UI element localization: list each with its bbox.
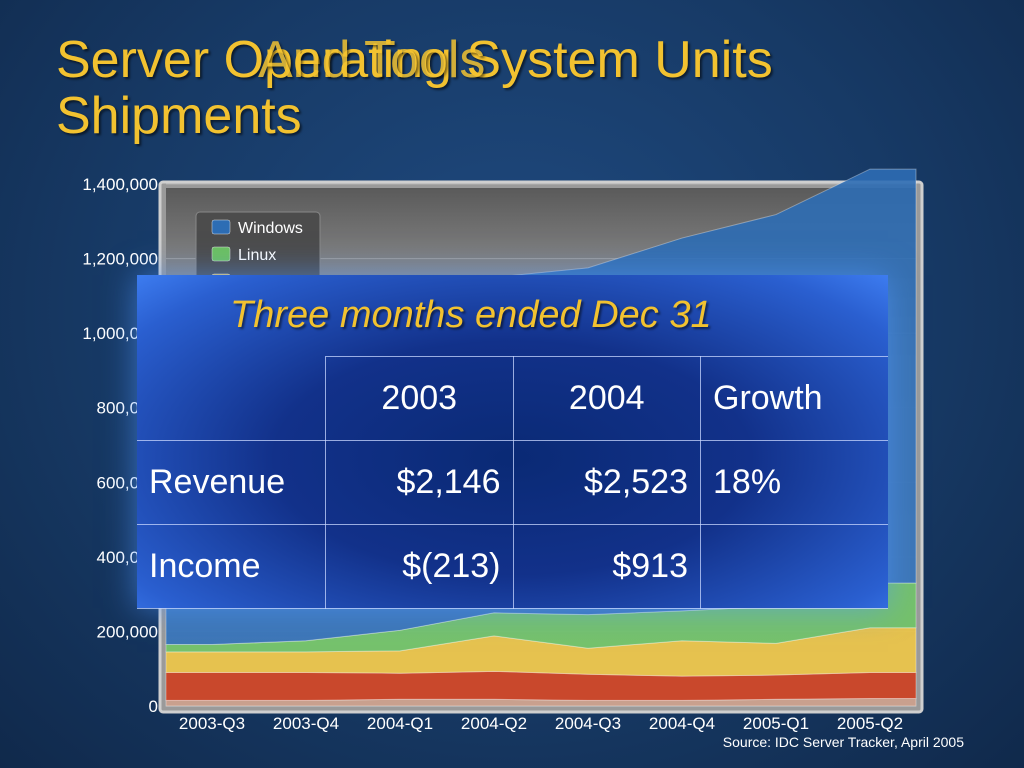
row-label-revenue: Revenue	[137, 440, 326, 525]
cell-income-growth	[700, 524, 888, 609]
x-tick-label: 2005-Q1	[743, 714, 809, 733]
table-row: Revenue $2,146 $2,523 18%	[137, 440, 888, 525]
y-tick-label: 0	[149, 697, 158, 716]
legend-swatch-windows	[211, 219, 231, 235]
slide-title-overlay: And Tools	[258, 31, 486, 89]
cell-income-2004: $913	[512, 524, 701, 609]
cell-revenue-growth: 18%	[700, 440, 888, 525]
x-tick-label: 2003-Q3	[179, 714, 245, 733]
x-tick-label: 2003-Q4	[273, 714, 339, 733]
cell-revenue-2003: $2,146	[325, 440, 514, 525]
x-axis-ticks: 2003-Q3 2003-Q4 2004-Q1 2004-Q2 2004-Q3 2004-…	[179, 714, 903, 733]
x-tick-label: 2004-Q3	[555, 714, 621, 733]
table-caption: Three months ended Dec 31	[230, 294, 712, 336]
y-tick-label: 1,200,000	[82, 250, 158, 269]
header-cell-empty	[137, 356, 326, 441]
results-table: 2003 2004 Growth Revenue $2,146 $2,523 1…	[137, 356, 888, 609]
table-row: Income $(213) $913	[137, 524, 888, 609]
x-tick-label: 2005-Q2	[837, 714, 903, 733]
slide-title: Server Operating System Units Shipments	[56, 31, 773, 145]
cell-income-2003: $(213)	[325, 524, 514, 609]
header-cell-2003: 2003	[325, 356, 514, 441]
cell-revenue-2004: $2,523	[512, 440, 701, 525]
header-cell-2004: 2004	[512, 356, 701, 441]
x-tick-label: 2004-Q2	[461, 714, 527, 733]
x-tick-label: 2004-Q4	[649, 714, 715, 733]
y-tick-label: 200,000	[97, 622, 158, 641]
area-series-netware	[165, 670, 917, 701]
y-tick-label: 1,400,000	[82, 175, 158, 194]
legend-label-windows: Windows	[238, 220, 303, 237]
legend-label-linux: Linux	[238, 247, 276, 264]
area-series-linux	[165, 582, 917, 653]
x-tick-label: 2004-Q1	[367, 714, 433, 733]
header-cell-growth: Growth	[700, 356, 888, 441]
table-header-row: 2003 2004 Growth	[137, 356, 888, 441]
area-series-other	[165, 698, 917, 707]
legend-swatch-linux	[211, 246, 231, 262]
source-note: Source: IDC Server Tracker, April 2005	[722, 734, 964, 750]
row-label-income: Income	[137, 524, 326, 609]
